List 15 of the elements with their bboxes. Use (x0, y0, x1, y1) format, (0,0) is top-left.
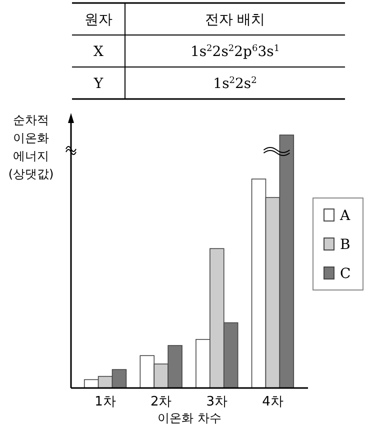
x-tick-label: 3차 (206, 394, 228, 410)
y-axis-title: 순차적 이온화 에너지 (상댓값) (8, 113, 54, 181)
legend-label: A (339, 208, 351, 224)
text: 1s$^{2}$2s$^{2}$2p$^{6}$3s$^{1}$ (190, 44, 280, 60)
text: 전자 배치 (204, 12, 266, 28)
x-tick-label: 1차 (94, 394, 116, 410)
legend-label: C (340, 266, 351, 282)
text: 1s$^{2}$2s$^{2}$ (213, 76, 257, 92)
x-axis-title: 이온화 차수 (158, 411, 222, 425)
x-tick-label: 4차 (262, 394, 284, 410)
text: X (94, 44, 104, 60)
legend-label: B (340, 237, 350, 253)
text: 원자 (84, 12, 112, 28)
x-tick-label: 2차 (150, 394, 172, 410)
text: Y (92, 76, 104, 92)
